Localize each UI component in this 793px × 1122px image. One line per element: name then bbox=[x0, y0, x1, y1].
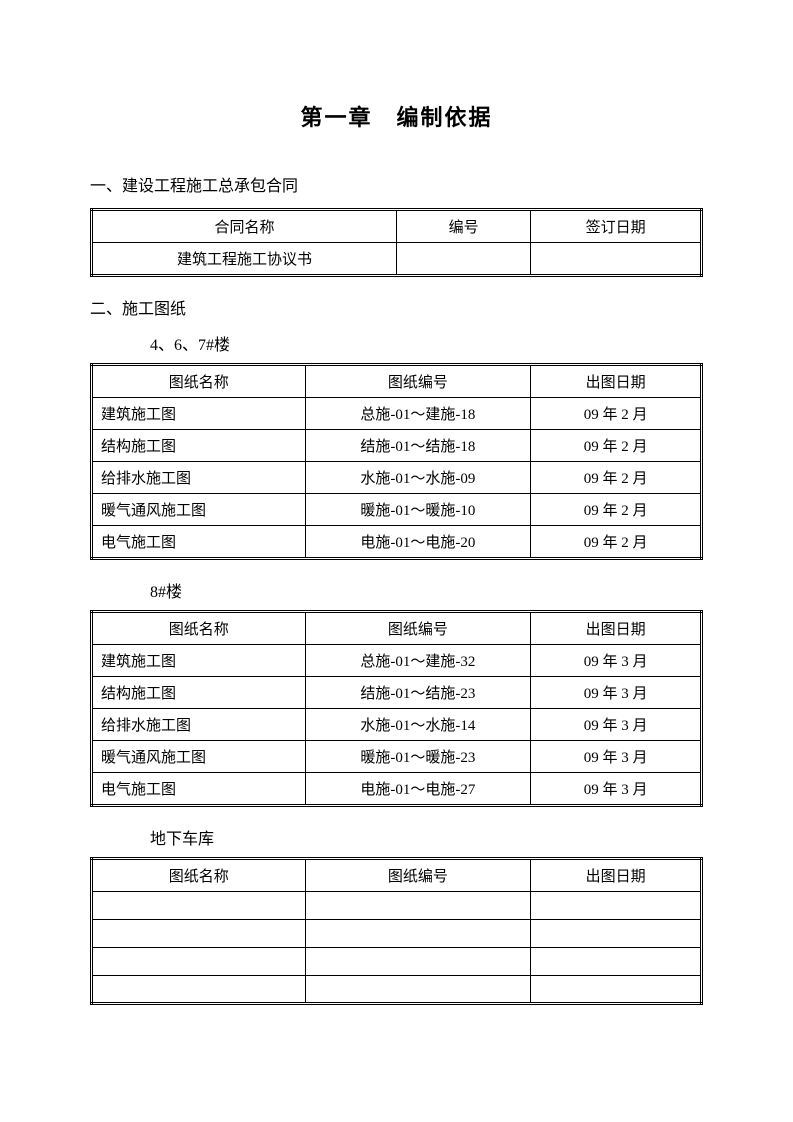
drawing-header-date: 出图日期 bbox=[531, 612, 702, 645]
drawing-table-2: 图纸名称 图纸编号 出图日期 bbox=[90, 857, 703, 1005]
drawing-header-number: 图纸编号 bbox=[305, 365, 531, 398]
table-row: 建筑工程施工协议书 bbox=[92, 243, 702, 276]
drawing-date-cell bbox=[531, 892, 702, 920]
drawing-name-cell: 建筑施工图 bbox=[92, 398, 306, 430]
drawing-number-cell bbox=[305, 920, 531, 948]
drawing-name-cell: 暖气通风施工图 bbox=[92, 741, 306, 773]
drawing-number-cell: 总施-01～建施-32 bbox=[305, 645, 531, 677]
drawing-name-cell bbox=[92, 976, 306, 1004]
drawing-number-cell: 结施-01～结施-23 bbox=[305, 677, 531, 709]
table-row: 电气施工图 电施-01～电施-20 09 年 2 月 bbox=[92, 526, 702, 559]
drawing-header-name: 图纸名称 bbox=[92, 612, 306, 645]
drawing-date-cell bbox=[531, 976, 702, 1004]
drawing-number-cell: 电施-01～电施-27 bbox=[305, 773, 531, 806]
contract-header-name: 合同名称 bbox=[92, 210, 397, 243]
table-row: 建筑施工图 总施-01～建施-32 09 年 3 月 bbox=[92, 645, 702, 677]
table-row: 暖气通风施工图 暖施-01～暖施-10 09 年 2 月 bbox=[92, 494, 702, 526]
section-1: 一、建设工程施工总承包合同 合同名称 编号 签订日期 建筑工程施工协议书 bbox=[90, 172, 703, 277]
drawing-date-cell: 09 年 3 月 bbox=[531, 741, 702, 773]
drawing-date-cell: 09 年 2 月 bbox=[531, 398, 702, 430]
drawing-name-cell bbox=[92, 892, 306, 920]
drawing-number-cell: 电施-01～电施-20 bbox=[305, 526, 531, 559]
drawing-number-cell: 结施-01～结施-18 bbox=[305, 430, 531, 462]
drawing-name-cell: 结构施工图 bbox=[92, 677, 306, 709]
drawing-number-cell: 水施-01～水施-14 bbox=[305, 709, 531, 741]
drawing-number-cell bbox=[305, 892, 531, 920]
drawing-name-cell: 给排水施工图 bbox=[92, 709, 306, 741]
table-row: 电气施工图 电施-01～电施-27 09 年 3 月 bbox=[92, 773, 702, 806]
drawing-name-cell: 给排水施工图 bbox=[92, 462, 306, 494]
drawing-header-name: 图纸名称 bbox=[92, 859, 306, 892]
table-row bbox=[92, 976, 702, 1004]
contract-table: 合同名称 编号 签订日期 建筑工程施工协议书 bbox=[90, 208, 703, 277]
section-1-heading: 一、建设工程施工总承包合同 bbox=[90, 172, 703, 196]
table-row: 结构施工图 结施-01～结施-18 09 年 2 月 bbox=[92, 430, 702, 462]
chapter-title: 第一章 编制依据 bbox=[90, 100, 703, 132]
table-row: 给排水施工图 水施-01～水施-14 09 年 3 月 bbox=[92, 709, 702, 741]
drawing-name-cell: 电气施工图 bbox=[92, 773, 306, 806]
drawing-number-cell bbox=[305, 976, 531, 1004]
drawing-header-number: 图纸编号 bbox=[305, 859, 531, 892]
drawing-table-0: 图纸名称 图纸编号 出图日期 建筑施工图 总施-01～建施-18 09 年 2 … bbox=[90, 363, 703, 560]
drawing-date-cell: 09 年 3 月 bbox=[531, 709, 702, 741]
table-row: 暖气通风施工图 暖施-01～暖施-23 09 年 3 月 bbox=[92, 741, 702, 773]
drawing-name-cell: 暖气通风施工图 bbox=[92, 494, 306, 526]
table-header-row: 图纸名称 图纸编号 出图日期 bbox=[92, 612, 702, 645]
drawing-name-cell: 结构施工图 bbox=[92, 430, 306, 462]
drawing-name-cell: 建筑施工图 bbox=[92, 645, 306, 677]
drawing-header-date: 出图日期 bbox=[531, 859, 702, 892]
drawing-date-cell bbox=[531, 948, 702, 976]
drawing-number-cell bbox=[305, 948, 531, 976]
drawing-name-cell bbox=[92, 948, 306, 976]
drawing-table-1: 图纸名称 图纸编号 出图日期 建筑施工图 总施-01～建施-32 09 年 3 … bbox=[90, 610, 703, 807]
table-row bbox=[92, 892, 702, 920]
drawing-header-date: 出图日期 bbox=[531, 365, 702, 398]
table-row bbox=[92, 920, 702, 948]
drawing-date-cell: 09 年 2 月 bbox=[531, 526, 702, 559]
drawing-date-cell: 09 年 3 月 bbox=[531, 677, 702, 709]
table-row bbox=[92, 948, 702, 976]
contract-date-cell bbox=[531, 243, 702, 276]
drawing-date-cell: 09 年 3 月 bbox=[531, 773, 702, 806]
table-header-row: 图纸名称 图纸编号 出图日期 bbox=[92, 365, 702, 398]
drawing-date-cell: 09 年 2 月 bbox=[531, 430, 702, 462]
drawing-date-cell: 09 年 2 月 bbox=[531, 494, 702, 526]
table-row: 给排水施工图 水施-01～水施-09 09 年 2 月 bbox=[92, 462, 702, 494]
drawing-header-name: 图纸名称 bbox=[92, 365, 306, 398]
table-row: 建筑施工图 总施-01～建施-18 09 年 2 月 bbox=[92, 398, 702, 430]
drawing-date-cell: 09 年 2 月 bbox=[531, 462, 702, 494]
drawing-date-cell bbox=[531, 920, 702, 948]
drawing-date-cell: 09 年 3 月 bbox=[531, 645, 702, 677]
section-2-heading: 二、施工图纸 bbox=[90, 295, 703, 319]
table-header-row: 合同名称 编号 签订日期 bbox=[92, 210, 702, 243]
drawing-number-cell: 总施-01～建施-18 bbox=[305, 398, 531, 430]
drawing-number-cell: 暖施-01～暖施-23 bbox=[305, 741, 531, 773]
drawing-number-cell: 水施-01～水施-09 bbox=[305, 462, 531, 494]
contract-header-number: 编号 bbox=[397, 210, 531, 243]
contract-header-date: 签订日期 bbox=[531, 210, 702, 243]
drawing-number-cell: 暖施-01～暖施-10 bbox=[305, 494, 531, 526]
drawing-name-cell: 电气施工图 bbox=[92, 526, 306, 559]
section-2: 二、施工图纸 4、6、7#楼 图纸名称 图纸编号 出图日期 建筑施工图 总施-0… bbox=[90, 295, 703, 1005]
contract-number-cell bbox=[397, 243, 531, 276]
contract-name-cell: 建筑工程施工协议书 bbox=[92, 243, 397, 276]
table-row: 结构施工图 结施-01～结施-23 09 年 3 月 bbox=[92, 677, 702, 709]
group-2-subheading: 地下车库 bbox=[150, 825, 703, 849]
table-header-row: 图纸名称 图纸编号 出图日期 bbox=[92, 859, 702, 892]
group-1-subheading: 8#楼 bbox=[150, 578, 703, 602]
drawing-header-number: 图纸编号 bbox=[305, 612, 531, 645]
group-0-subheading: 4、6、7#楼 bbox=[150, 331, 703, 355]
drawing-name-cell bbox=[92, 920, 306, 948]
